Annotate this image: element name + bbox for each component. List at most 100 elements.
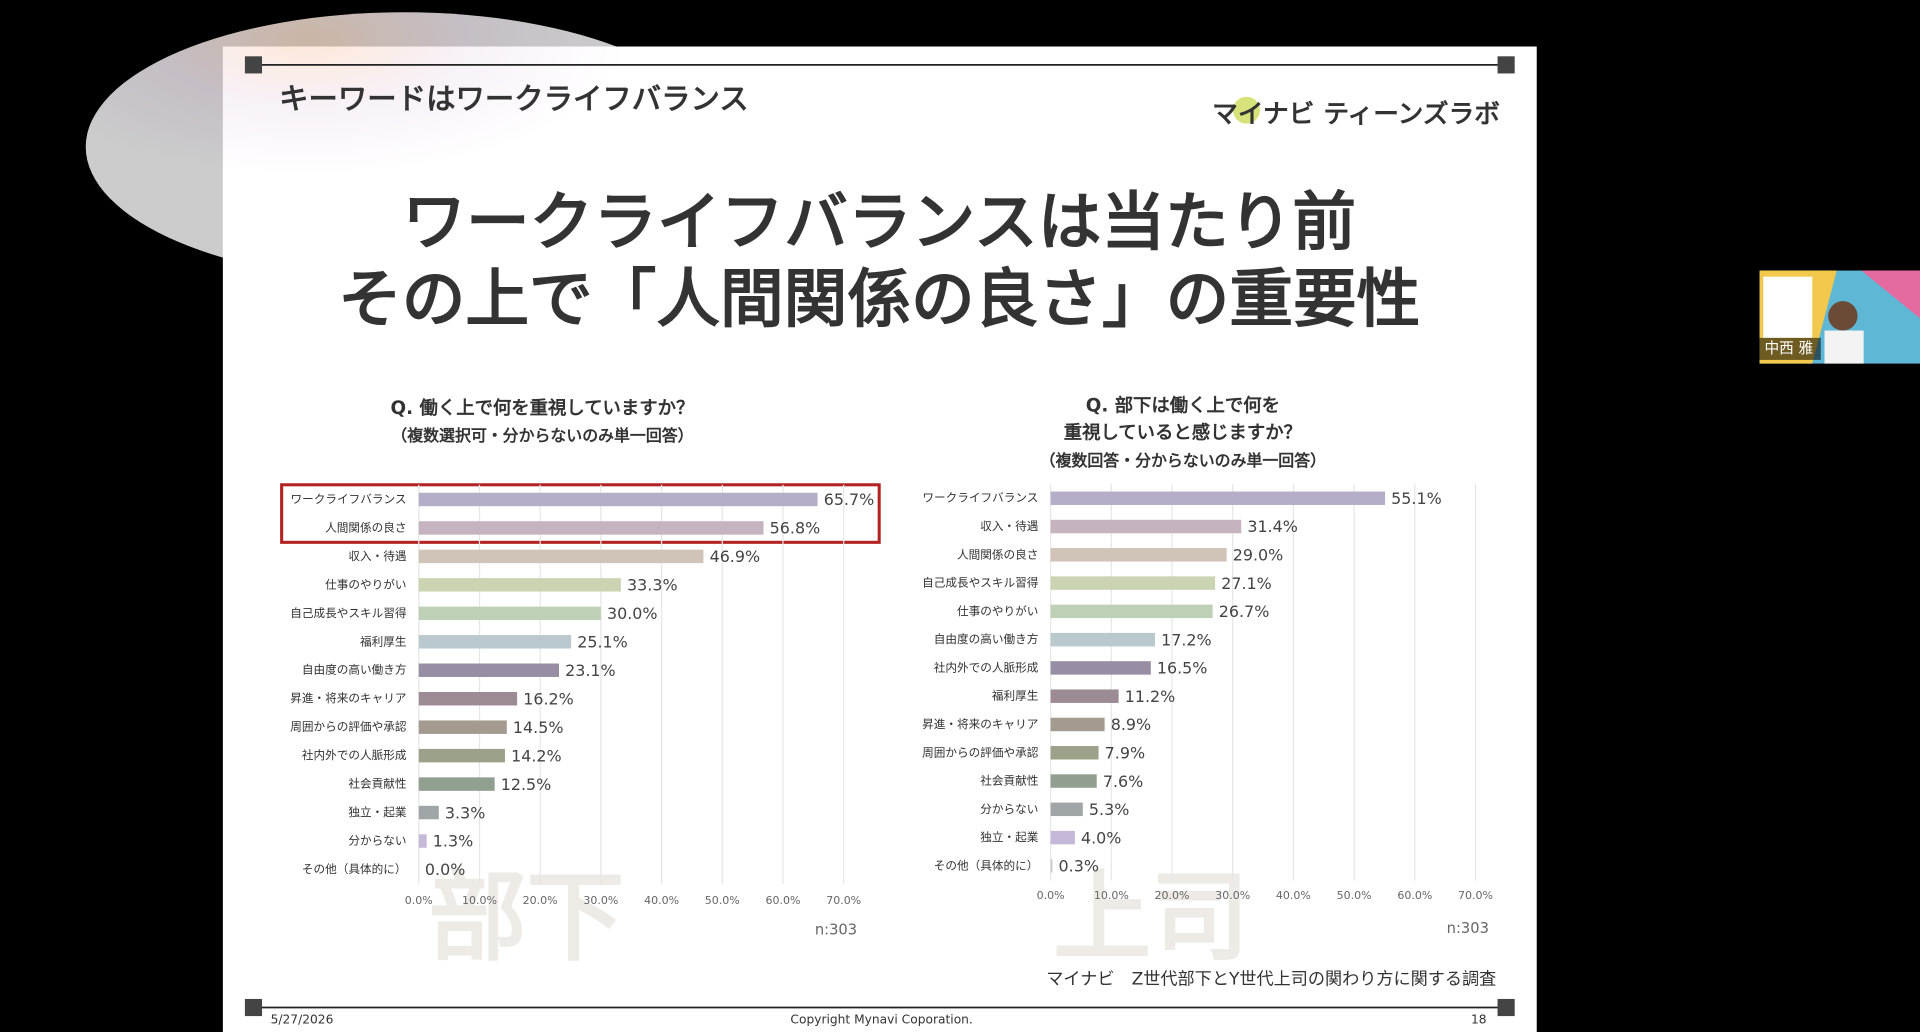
category-label: 自由度の高い働き方 [302,663,407,677]
value-label: 17.2% [1161,630,1212,649]
value-label: 7.6% [1103,772,1143,791]
category-label: 人間関係の良さ [325,520,406,534]
bar [418,549,704,564]
bar [418,720,507,734]
value-label: 4.0% [1081,828,1121,847]
value-label: 16.2% [523,689,574,708]
watermark: 上司 [1053,861,1249,975]
category-label: 分からない [348,834,406,848]
bar [1050,661,1151,675]
category-label: 収入・待遇 [348,549,407,563]
value-label: 26.7% [1219,602,1270,621]
webcam-card [1763,276,1813,338]
category-label: 社内外での人脈形成 [302,748,407,762]
bar [418,834,427,848]
bar [418,663,559,677]
chart-title: Q. 部下は働く上で何を [1086,394,1280,416]
bar [1050,859,1053,873]
category-label: 社内外での人脈形成 [934,660,1039,674]
bar [418,521,764,535]
value-label: 23.1% [565,661,616,680]
value-label: 31.4% [1247,517,1298,536]
x-tick-label: 40.0% [644,894,679,907]
x-tick-label: 70.0% [1458,889,1493,902]
webcam-name: 中西 雅 [1764,340,1813,357]
bar [1050,491,1386,505]
x-tick-label: 30.0% [583,894,618,907]
value-label: 27.1% [1221,574,1272,593]
value-label: 14.2% [511,746,562,765]
category-label: 自由度の高い働き方 [934,632,1039,646]
bar [1050,717,1105,732]
x-tick-label: 40.0% [1276,889,1311,902]
corner [244,56,263,74]
bar [1050,746,1099,760]
category-label: 社会貢献性 [980,774,1039,788]
sample-note: n:303 [815,921,857,938]
category-label: 自己成長やスキル習得 [290,606,407,620]
value-label: 3.3% [445,803,485,822]
webcam-person [1824,330,1864,364]
bar [1050,689,1119,703]
bar [418,691,518,706]
webcam-bg [1861,270,1920,319]
value-label: 30.0% [607,604,658,623]
category-label: 仕事のやりがい [957,604,1038,618]
value-label: 33.3% [627,576,678,595]
x-tick-label: 60.0% [765,894,800,907]
category-label: 昇進・将来のキャリア [922,717,1038,731]
value-label: 25.1% [577,633,628,652]
x-tick-label: 0.0% [405,894,433,907]
category-label: 福利厚生 [360,634,407,648]
slide-header: キーワードはワークライフバランス [279,82,748,116]
bar [418,748,505,763]
value-label: 12.5% [501,775,552,794]
bar [1050,548,1227,562]
category-label: 周囲からの評価や承認 [922,745,1039,759]
value-label: 5.3% [1089,800,1129,819]
footer-date: 5/27/2026 [271,1012,334,1026]
highlight-box [280,483,881,544]
category-label: 仕事のやりがい [325,577,406,591]
corner [1497,56,1515,74]
bar [1050,604,1213,619]
bar [1050,519,1242,534]
category-label: 福利厚生 [992,689,1039,703]
corner [1497,998,1515,1017]
chart-subtitle: （複数選択可・分からないのみ単一回答） [391,426,693,445]
bar [418,578,621,592]
value-label: 55.1% [1391,489,1442,508]
value-label: 46.9% [710,547,761,566]
chart-subtitle: （複数回答・分からないのみ単一回答） [1040,451,1326,470]
footer-copyright: Copyright Mynavi Coporation. [790,1012,972,1026]
category-label: ワークライフバランス [290,492,406,506]
value-label: 8.9% [1111,715,1151,734]
value-label: 0.3% [1059,857,1099,876]
bar [418,777,495,791]
category-label: 昇進・将来のキャリア [290,691,406,705]
value-label: 1.3% [433,832,473,851]
value-label: 14.5% [513,718,564,737]
bar [1050,802,1083,817]
watermark: 部下 [429,861,625,975]
x-tick-label: 70.0% [826,894,861,907]
webcam-label-bg [1759,337,1821,360]
value-label: 7.9% [1105,743,1145,762]
value-label: 11.2% [1125,687,1176,706]
value-label: 0.0% [425,860,465,879]
headline: ワークライフバランスは当たり前 [402,186,1356,260]
category-label: 独立・起業 [980,830,1039,844]
bar [1050,576,1216,590]
headline: その上で「人間関係の良さ」の重要性 [338,263,1420,337]
bar [418,635,572,649]
bar [418,805,439,820]
category-label: 人間関係の良さ [957,547,1038,561]
bar [1050,774,1097,788]
chart-title: Q. 働く上で何を重視していますか？ [391,397,695,419]
sample-note: n:303 [1447,920,1489,937]
x-tick-label: 20.0% [523,894,558,907]
x-tick-label: 50.0% [1337,889,1372,902]
category-label: 周囲からの評価や承認 [290,720,407,734]
bar [1050,632,1156,647]
